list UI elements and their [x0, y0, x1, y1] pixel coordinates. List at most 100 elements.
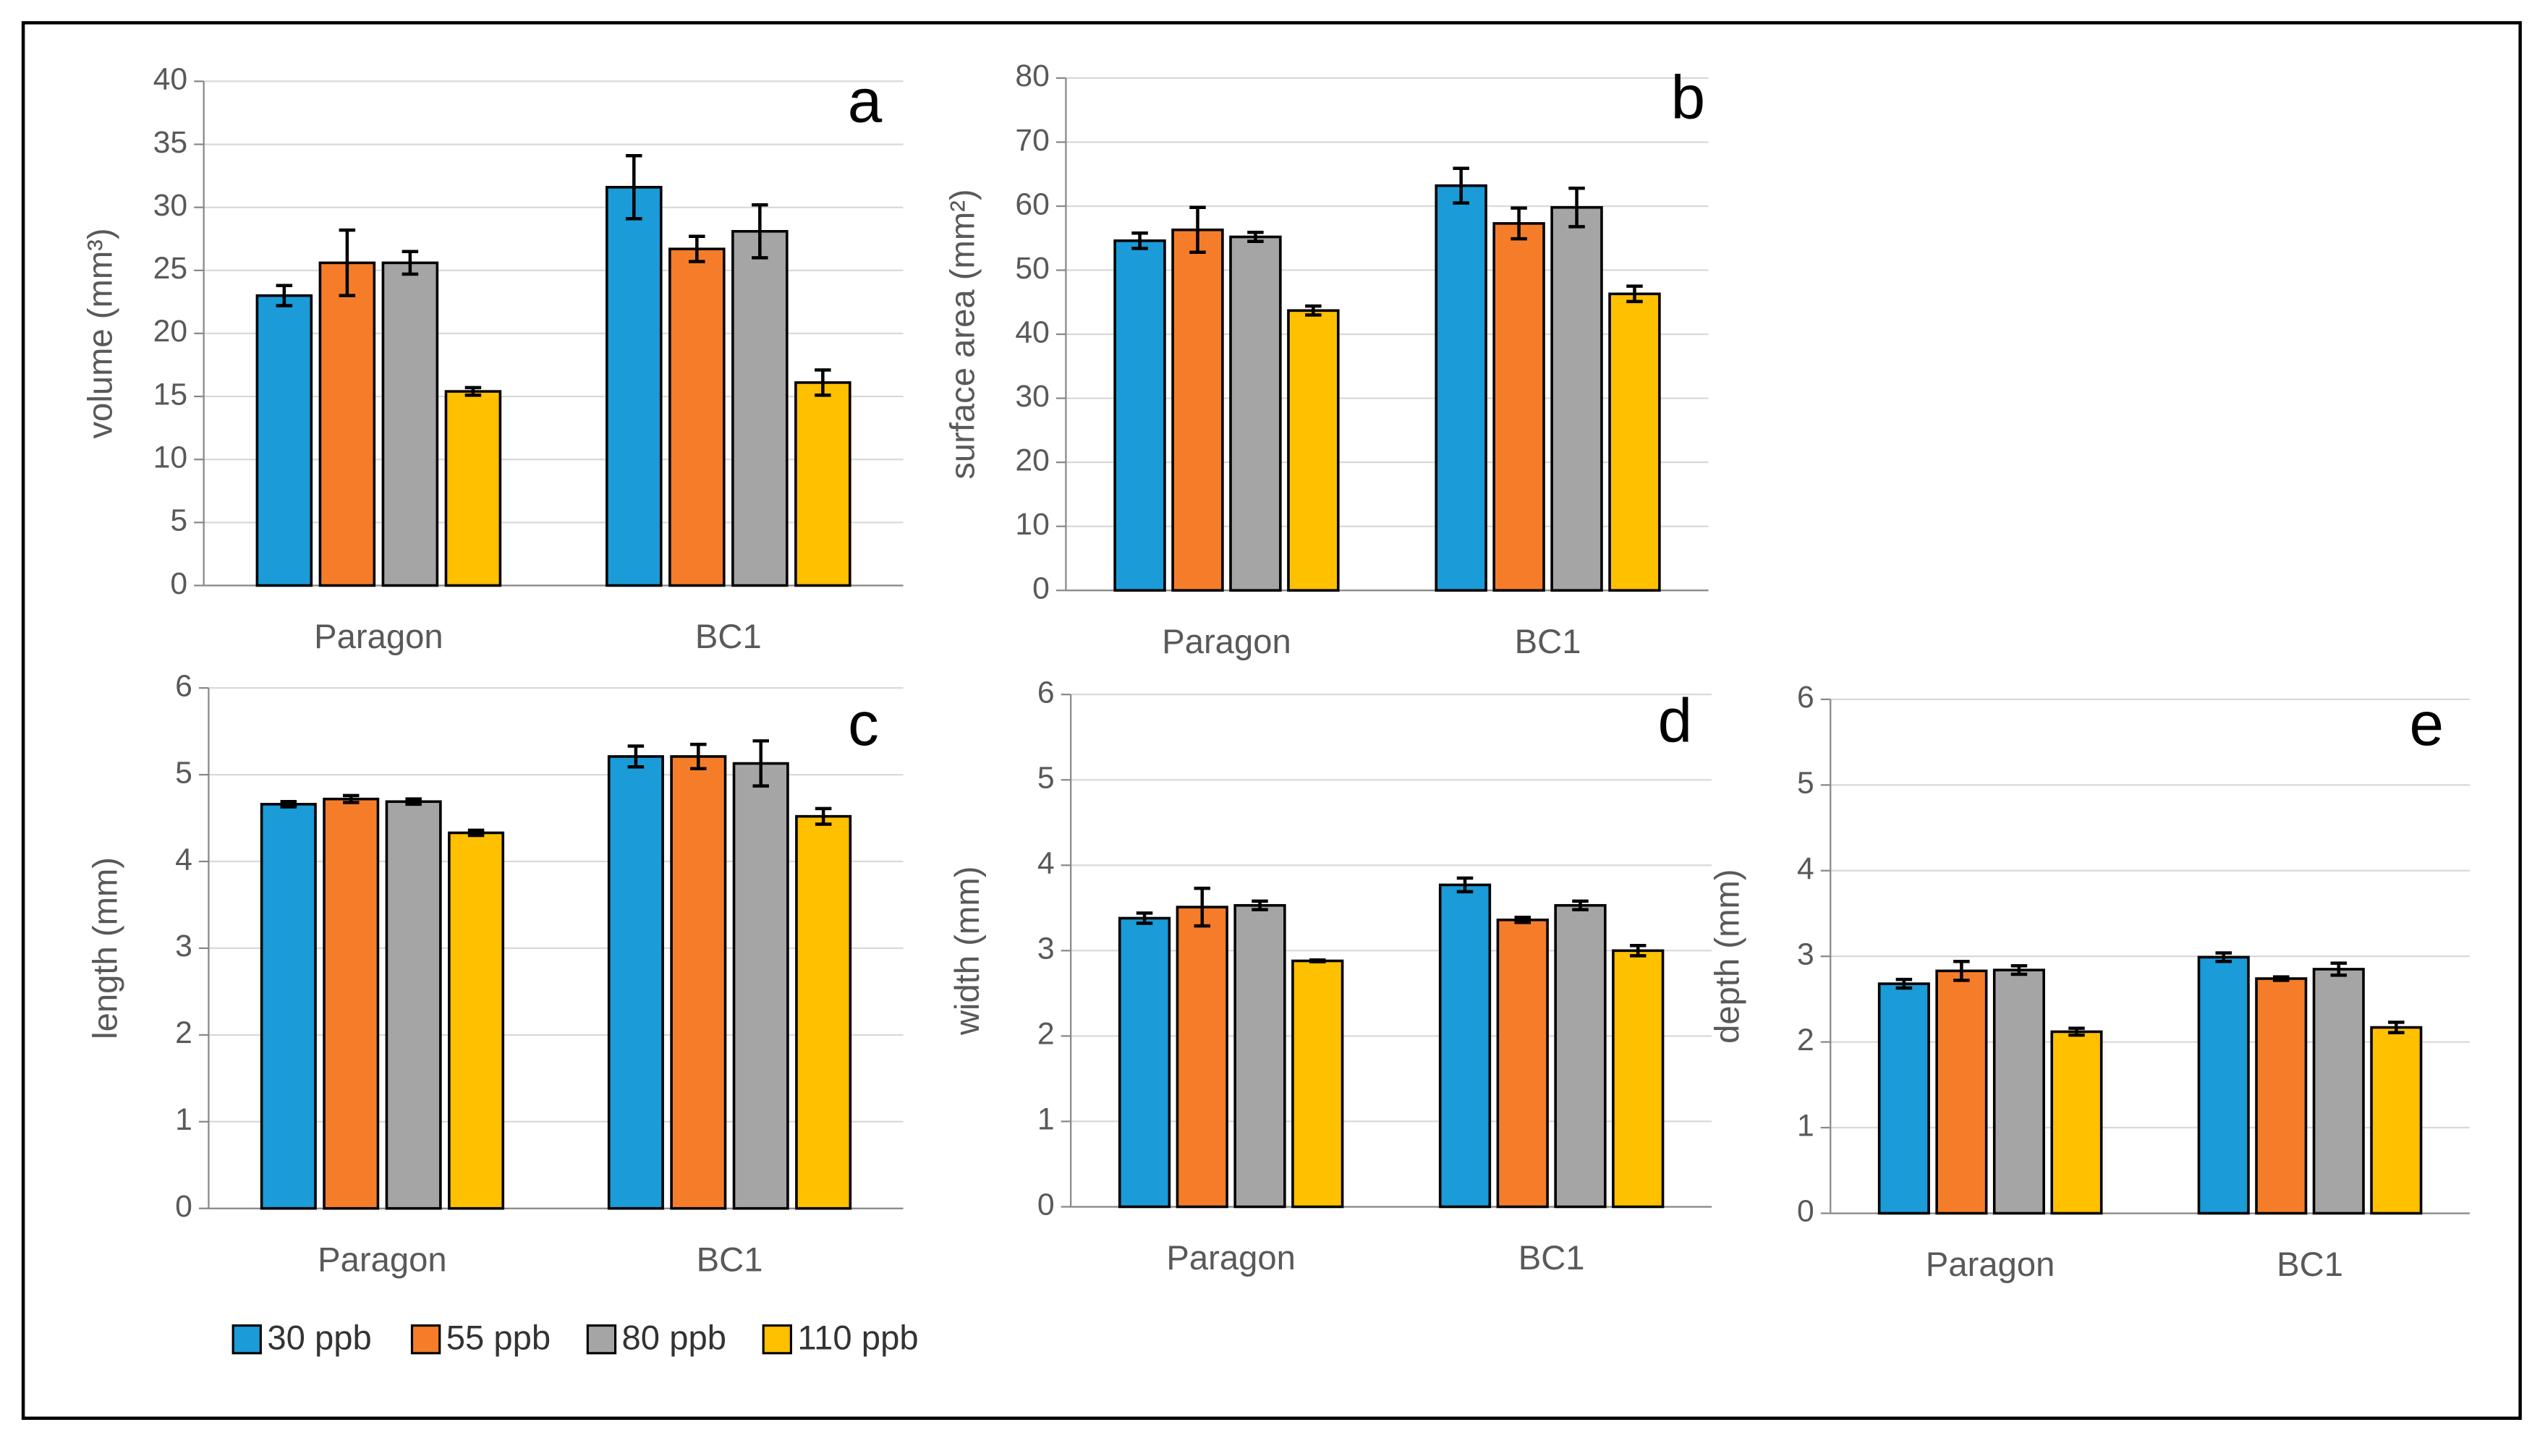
y-tick-label: 1	[175, 1102, 192, 1137]
y-tick-label: 40	[1015, 315, 1050, 349]
error-bar	[1305, 304, 1322, 317]
bar	[1291, 959, 1344, 1209]
panel-label: d	[1658, 686, 1693, 755]
error-bar	[1514, 916, 1531, 924]
bar	[385, 800, 442, 1210]
bar	[1113, 239, 1166, 592]
bar	[731, 230, 789, 587]
error-bar	[1511, 206, 1527, 241]
bar	[732, 762, 789, 1210]
x-tick-label: Paragon	[1166, 1239, 1296, 1277]
y-tick-label: 3	[175, 929, 192, 963]
y-tick-label: 5	[170, 503, 187, 538]
y-axis-label: depth (mm)	[1708, 869, 1746, 1043]
y-tick-label: 40	[153, 62, 188, 97]
bar	[1554, 903, 1607, 1209]
bar	[381, 261, 439, 587]
y-tick-label: 6	[175, 668, 192, 703]
x-tick-label: BC1	[2277, 1246, 2343, 1284]
error-bar	[1456, 876, 1474, 894]
y-tick-label: 4	[1797, 851, 1814, 886]
error-bar	[1572, 899, 1589, 911]
bar	[607, 755, 664, 1210]
legend-swatch	[586, 1324, 617, 1355]
y-tick-label: 0	[170, 566, 187, 601]
bar	[318, 261, 376, 587]
error-bar	[276, 284, 293, 307]
x-tick-label: Paragon	[1926, 1246, 2055, 1284]
y-tick-label: 5	[175, 755, 192, 790]
bar	[1612, 949, 1665, 1209]
y-tick-label: 0	[1797, 1194, 1814, 1229]
bar	[795, 814, 852, 1210]
y-tick-label: 4	[175, 842, 192, 877]
error-bar	[1953, 960, 1970, 982]
y-tick-label: 70	[1015, 123, 1050, 158]
panel-label: b	[1671, 64, 1706, 132]
error-bar	[690, 742, 707, 770]
y-tick-label: 10	[153, 440, 188, 475]
bar	[1287, 309, 1340, 592]
bar	[1935, 969, 1988, 1215]
error-bar	[343, 793, 360, 804]
legend-label: 30 ppb	[267, 1319, 371, 1357]
y-tick-label: 5	[1797, 766, 1814, 801]
y-tick-label: 3	[1037, 932, 1055, 966]
bar	[1435, 184, 1487, 592]
bar	[323, 797, 380, 1210]
y-axis-label: surface area (mm²)	[943, 189, 982, 479]
y-tick-label: 10	[1015, 507, 1050, 542]
x-tick-label: BC1	[1515, 623, 1581, 661]
bar	[1233, 903, 1286, 1209]
panel-label: a	[848, 67, 883, 136]
error-bar	[2273, 975, 2290, 982]
error-bar	[815, 806, 832, 826]
error-bar	[1626, 284, 1643, 304]
error-bar	[1568, 186, 1585, 229]
error-bar	[1131, 231, 1148, 250]
x-tick-label: Paragon	[1162, 623, 1291, 661]
bar	[1438, 883, 1492, 1209]
error-bar	[689, 234, 705, 263]
y-tick-label: 6	[1037, 675, 1055, 710]
error-bar	[815, 368, 831, 397]
error-bar	[1309, 958, 1326, 963]
y-tick-label: 2	[1037, 1017, 1055, 1052]
y-tick-label: 30	[1015, 379, 1050, 414]
y-axis-label: width (mm)	[948, 867, 987, 1036]
legend-swatch	[762, 1324, 792, 1355]
bar	[606, 186, 663, 587]
bar	[2197, 955, 2250, 1215]
panel-label: e	[2409, 690, 2444, 759]
x-tick-label: BC1	[695, 618, 762, 656]
error-bar	[2388, 1021, 2405, 1034]
error-bar	[752, 739, 769, 788]
error-bar	[339, 228, 356, 297]
bar	[2050, 1030, 2103, 1215]
error-bar	[626, 153, 642, 221]
bar	[444, 390, 502, 587]
error-bar	[401, 250, 419, 276]
y-tick-label: 20	[1015, 443, 1050, 477]
error-bar	[464, 386, 482, 397]
bar	[1608, 292, 1661, 592]
x-tick-label: BC1	[1518, 1239, 1585, 1277]
bar	[255, 294, 313, 587]
legend-label: 110 ppb	[797, 1319, 918, 1357]
bar	[2255, 977, 2308, 1215]
y-tick-label: 0	[1032, 571, 1050, 606]
y-tick-label: 1	[1797, 1108, 1814, 1143]
bar	[448, 831, 505, 1210]
error-bar	[1247, 231, 1264, 243]
y-axis-label: volume (mm³)	[82, 228, 120, 438]
y-tick-label: 6	[1797, 680, 1814, 715]
error-bar	[1629, 943, 1647, 958]
y-tick-label: 20	[153, 314, 188, 349]
x-tick-label: BC1	[697, 1240, 763, 1279]
legend-label: 55 ppb	[446, 1319, 551, 1357]
bar	[1118, 916, 1171, 1209]
y-tick-label: 5	[1037, 760, 1055, 795]
error-bar	[2068, 1026, 2085, 1037]
legend-swatch	[410, 1324, 441, 1355]
